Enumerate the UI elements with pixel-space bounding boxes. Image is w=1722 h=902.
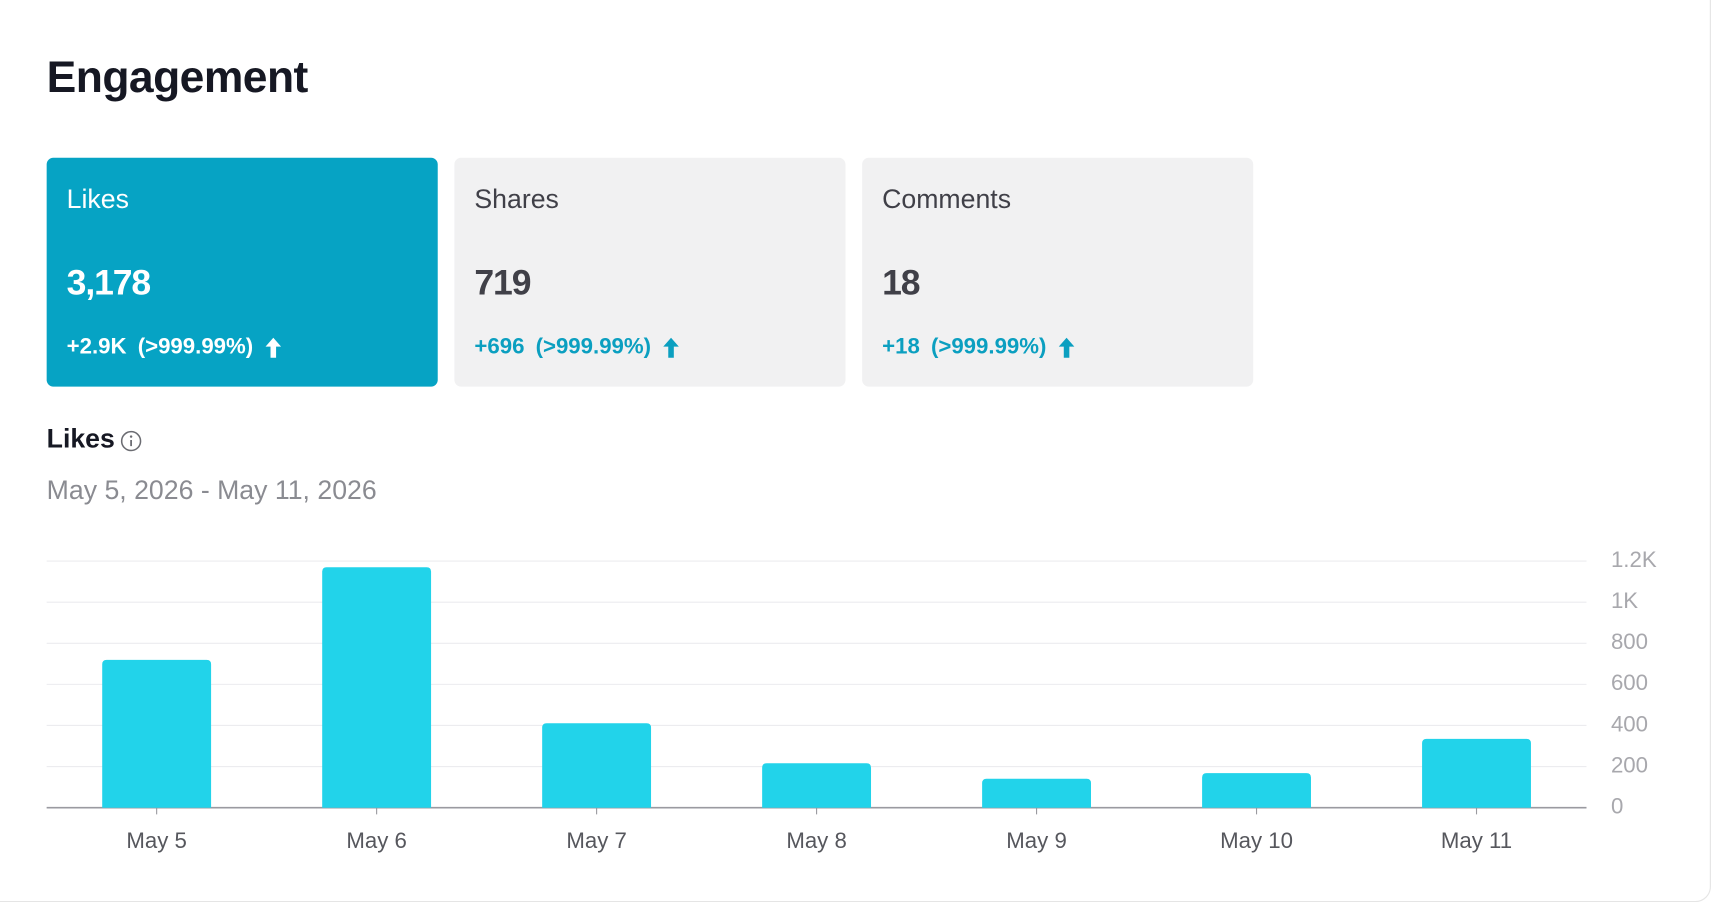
change: +696	[474, 334, 525, 359]
card-change: +18 (>999.99%)	[882, 334, 1075, 360]
bar	[1422, 738, 1531, 808]
x-tick-label: May 10	[1220, 828, 1293, 853]
percent: (>999.99%)	[930, 334, 1047, 359]
y-tick-label: 1K	[1611, 588, 1638, 613]
y-tick-label: 800	[1611, 629, 1648, 654]
y-tick-label: 0	[1611, 794, 1623, 819]
percent: (>999.99%)	[535, 334, 652, 359]
card-value: 3,178	[66, 262, 152, 303]
card-change: +696 (>999.99%)	[474, 334, 680, 360]
x-tick-label: May 5	[126, 828, 187, 853]
card-label: Shares	[474, 184, 559, 215]
title: Engagement	[46, 53, 309, 103]
up-arrow	[663, 337, 679, 358]
card-change: +2.9K (>999.99%)	[67, 334, 282, 360]
chart-title: Likes	[46, 424, 115, 455]
comments-card[interactable]: Comments 18 +18 (>999.99%)	[862, 157, 1254, 387]
y-tick-label: 200	[1611, 752, 1648, 777]
info-icon[interactable]	[120, 430, 142, 452]
y-tick-label: 600	[1611, 670, 1648, 695]
shares-card[interactable]: Shares 719 +696 (>999.99%)	[454, 157, 846, 387]
chart-subtitle: May 5, 2026 - May 11, 2026	[46, 475, 377, 506]
x-tick-label: May 7	[566, 828, 627, 853]
up-arrow	[265, 337, 281, 358]
likes-card[interactable]: Likes 3,178 +2.9K (>999.99%)	[46, 157, 438, 387]
bar	[1202, 773, 1311, 808]
change: +2.9K	[66, 334, 127, 359]
card-label: Comments	[882, 184, 1012, 215]
bar	[542, 723, 652, 808]
bar	[982, 778, 1092, 808]
x-tick-label: May 8	[786, 828, 847, 853]
card-value: 719	[474, 262, 531, 303]
x-tick-label: May 6	[346, 828, 407, 853]
x-tick-label: May 9	[1006, 828, 1067, 853]
percent: (>999.99%)	[137, 334, 254, 359]
bar	[322, 567, 432, 808]
y-tick-label: 1.2K	[1611, 547, 1657, 572]
bar	[102, 659, 212, 808]
card-label: Likes	[66, 184, 129, 215]
chart: 0 200 400 600 800 1K 1.2K May 5 May 6 May 7 May 8 M…	[46, 547, 1657, 853]
change: +18	[882, 334, 920, 359]
x-tick-label: May 11	[1441, 828, 1512, 853]
y-tick-label: 400	[1611, 711, 1648, 736]
card-value: 18	[882, 262, 920, 303]
bar	[762, 763, 872, 808]
up-arrow	[1058, 337, 1075, 358]
